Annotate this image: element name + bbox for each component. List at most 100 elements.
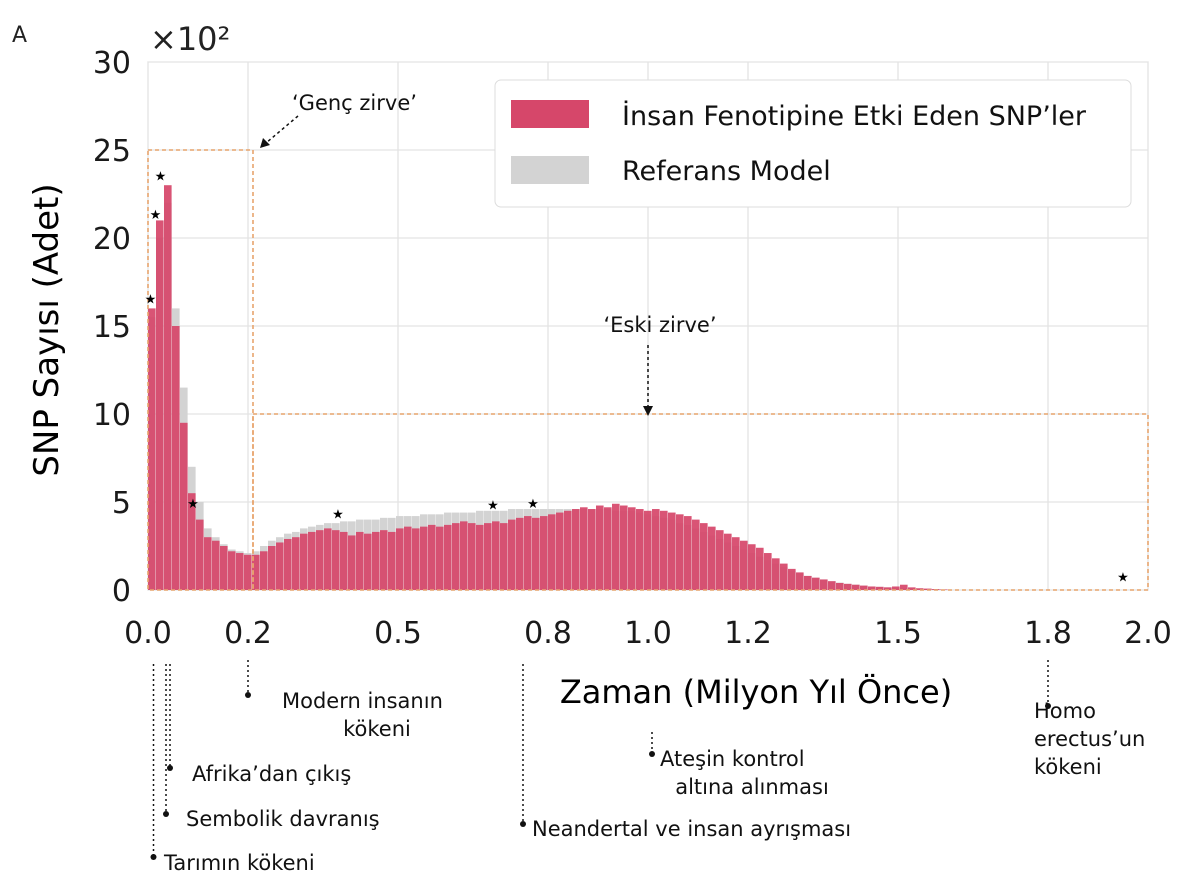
main-bar-47 — [524, 516, 532, 590]
main-bar-48 — [532, 517, 540, 590]
significance-star-6: ★ — [527, 497, 539, 512]
main-bar-13 — [252, 554, 260, 590]
main-bar-16 — [276, 542, 284, 590]
main-bar-42 — [484, 523, 492, 590]
main-bar-80 — [788, 568, 796, 590]
x-tick-label-2: 0.5 — [374, 616, 422, 651]
main-bar-78 — [772, 558, 780, 590]
main-series — [148, 185, 948, 590]
event-markers: Tarımın kökeni Sembolik davranış Afrika’da… — [150, 660, 1145, 875]
main-bar-1 — [156, 220, 164, 590]
main-bar-88 — [852, 584, 860, 590]
young-peak-arrowhead — [260, 138, 270, 148]
old-peak-arrowhead — [643, 406, 653, 416]
main-bar-33 — [412, 528, 420, 590]
main-bar-90 — [868, 586, 876, 590]
main-bar-19 — [300, 533, 308, 590]
main-bar-20 — [308, 531, 316, 590]
y-tick-label-6: 30 — [93, 46, 131, 81]
main-bar-14 — [260, 551, 268, 590]
main-bar-49 — [540, 516, 548, 590]
main-bar-39 — [460, 521, 468, 590]
main-bar-21 — [316, 530, 324, 590]
event-label-2-0: Afrika’dan çıkış — [192, 762, 351, 786]
legend-swatch-main — [511, 100, 589, 128]
main-bar-91 — [876, 586, 884, 590]
main-bar-4 — [180, 422, 188, 590]
main-bar-66 — [676, 514, 684, 590]
main-bar-25 — [348, 535, 356, 590]
main-bar-37 — [444, 524, 452, 590]
old-peak-label: ‘Eski zirve’ — [603, 313, 716, 337]
y-tick-label-1: 5 — [112, 486, 131, 521]
panel-letter: A — [12, 23, 27, 48]
x-axis-title: Zaman (Milyon Yıl Önce) — [560, 673, 952, 711]
significance-star-0: ★ — [145, 293, 157, 308]
main-bar-2 — [164, 185, 172, 590]
main-bar-9 — [220, 546, 228, 590]
x-tick-label-7: 1.8 — [1024, 616, 1072, 651]
main-bar-54 — [580, 507, 588, 590]
main-bar-11 — [236, 553, 244, 590]
main-bar-86 — [836, 582, 844, 590]
main-bar-44 — [500, 523, 508, 590]
main-bar-63 — [652, 509, 660, 590]
event-label-1-0: Sembolik davranış — [186, 807, 380, 831]
main-bar-26 — [356, 531, 364, 590]
main-bar-61 — [636, 509, 644, 590]
main-bar-70 — [708, 526, 716, 590]
event-dot-1 — [163, 811, 169, 817]
significance-markers: ★ ★ ★ ★ ★ ★ ★ ★ — [145, 169, 1129, 585]
young-peak-arrow — [265, 115, 299, 144]
main-bar-59 — [620, 505, 628, 590]
event-label-5-1: altına alınması — [675, 775, 829, 799]
y-multiplier: ×10² — [150, 20, 230, 58]
main-bar-79 — [780, 563, 788, 590]
x-tick-label-1: 0.2 — [224, 616, 272, 651]
main-bar-34 — [420, 526, 428, 590]
main-bar-28 — [372, 531, 380, 590]
main-bar-62 — [644, 510, 652, 590]
main-bar-56 — [596, 505, 604, 590]
main-bar-38 — [452, 523, 460, 590]
significance-star-3: ★ — [187, 497, 199, 512]
legend-box — [494, 79, 1132, 208]
significance-star-1: ★ — [150, 208, 162, 223]
y-tick-label-3: 15 — [93, 310, 131, 345]
significance-star-5: ★ — [487, 499, 499, 514]
main-bar-82 — [804, 575, 812, 590]
x-ticks: 0.0 0.2 0.5 0.8 1.0 1.2 1.5 1.8 2.0 — [124, 616, 1172, 651]
x-tick-label-4: 1.0 — [624, 616, 672, 651]
main-bar-8 — [212, 540, 220, 590]
annotation-young-peak: ‘Genç zirve’ — [260, 91, 417, 148]
main-bar-81 — [796, 572, 804, 590]
event-label-3-1: kökeni — [343, 717, 411, 741]
main-bar-77 — [764, 553, 772, 590]
main-bar-15 — [268, 546, 276, 590]
main-bar-6 — [196, 519, 204, 590]
main-bar-45 — [508, 519, 516, 590]
main-bar-36 — [436, 526, 444, 590]
main-bar-55 — [588, 509, 596, 590]
x-tick-label-0: 0.0 — [124, 616, 172, 651]
y-tick-label-4: 20 — [93, 222, 131, 257]
y-ticks: 0 5 10 15 20 25 30 — [93, 46, 131, 609]
main-bar-67 — [684, 516, 692, 590]
young-peak-box — [147, 149, 254, 591]
event-dot-6 — [1045, 703, 1051, 709]
old-peak-box — [252, 413, 1149, 591]
main-bar-10 — [228, 551, 236, 590]
event-label-6-2: kökeni — [1034, 755, 1102, 779]
significance-star-2: ★ — [155, 169, 167, 184]
legend-label-reference: Referans Model — [622, 156, 831, 187]
main-bar-27 — [364, 533, 372, 590]
main-bar-24 — [340, 531, 348, 590]
y-tick-label-2: 10 — [93, 398, 131, 433]
main-bar-46 — [516, 517, 524, 590]
main-bar-52 — [564, 510, 572, 590]
main-bar-29 — [380, 530, 388, 590]
main-bar-18 — [292, 537, 300, 590]
main-bar-30 — [388, 531, 396, 590]
main-bar-73 — [732, 537, 740, 590]
event-dot-3 — [245, 692, 251, 698]
